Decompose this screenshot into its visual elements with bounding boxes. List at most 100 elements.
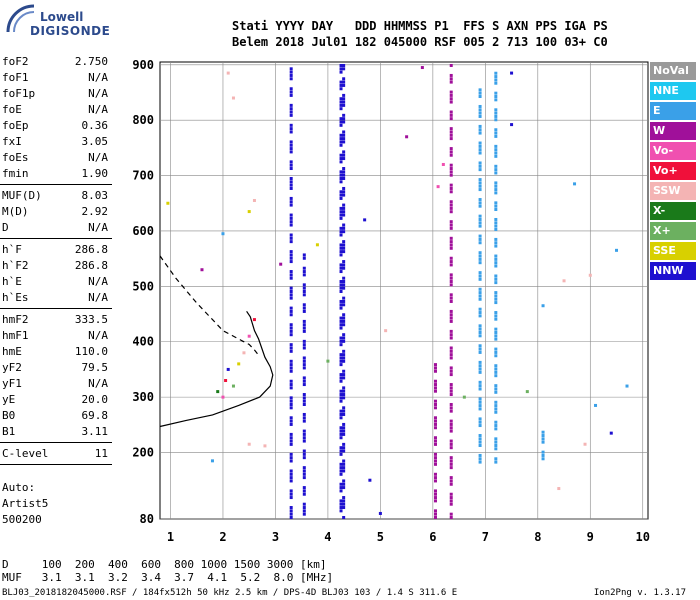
echo-trace	[302, 399, 306, 403]
param-value: N/A	[88, 87, 108, 100]
echo-trace	[339, 429, 343, 433]
echo-point	[609, 431, 613, 435]
echo-trace	[541, 440, 545, 444]
echo-trace	[342, 389, 346, 393]
echo-trace	[478, 407, 482, 411]
param-value: 69.8	[81, 409, 109, 422]
echo-trace	[289, 236, 293, 240]
echo-trace	[339, 396, 343, 400]
echo-trace	[478, 128, 482, 132]
echo-trace	[339, 230, 343, 234]
param-value: 333.5	[74, 313, 108, 326]
echo-trace	[494, 227, 498, 231]
echo-trace	[342, 396, 346, 400]
echo-trace	[494, 108, 498, 112]
echo-trace	[339, 289, 343, 293]
echo-trace	[433, 499, 437, 503]
echo-trace	[478, 214, 482, 218]
auto-label: Auto:	[2, 481, 36, 494]
echo-trace	[339, 250, 343, 254]
echo-trace	[494, 134, 498, 138]
echo-trace	[289, 333, 293, 337]
echo-trace	[494, 447, 498, 451]
echo-trace	[289, 472, 293, 476]
y-tick-label: 80	[140, 512, 154, 526]
echo-trace	[339, 153, 343, 157]
echo-trace	[339, 509, 343, 513]
echo-trace	[342, 336, 346, 340]
echo-trace	[478, 384, 482, 388]
echo-trace	[339, 303, 343, 307]
echo-trace	[494, 154, 498, 158]
param-row: hmE 110.0	[0, 344, 112, 360]
echo-trace	[342, 157, 346, 161]
echo-trace	[494, 168, 498, 172]
param-name: foEs	[2, 151, 29, 164]
y-tick-label: 300	[132, 390, 154, 404]
echo-trace	[342, 353, 346, 357]
echo-trace	[478, 277, 482, 281]
echo-trace	[302, 363, 306, 367]
echo-trace	[478, 164, 482, 168]
echo-trace	[433, 479, 437, 483]
echo-trace	[289, 289, 293, 293]
echo-trace	[342, 516, 346, 519]
echo-trace	[494, 281, 498, 285]
digisonde-logo: Lowell DIGISONDE	[0, 0, 120, 44]
echo-trace	[339, 160, 343, 164]
param-row: fmin 1.90	[0, 166, 112, 182]
echo-trace	[449, 406, 453, 410]
echo-trace	[342, 469, 346, 473]
echo-trace	[289, 203, 293, 207]
legend-item-ssw: SSW	[650, 182, 696, 200]
echo-trace	[302, 329, 306, 333]
echo-trace	[449, 512, 453, 516]
param-value: 8.03	[81, 189, 109, 202]
param-value: N/A	[88, 377, 108, 390]
echo-trace	[494, 301, 498, 305]
echo-trace	[289, 147, 293, 151]
muf-table: D 100 200 400 600 800 1000 1500 3000 [km…	[2, 558, 333, 584]
param-name: hmF2	[2, 313, 29, 326]
echo-trace	[494, 297, 498, 301]
echo-trace	[494, 78, 498, 82]
echo-trace	[302, 486, 306, 490]
echo-trace	[494, 420, 498, 424]
echo-trace	[289, 270, 293, 274]
echo-trace	[339, 316, 343, 320]
echo-trace	[449, 203, 453, 207]
echo-trace	[342, 117, 346, 121]
echo-trace	[302, 366, 306, 370]
x-tick-label: 7	[482, 530, 489, 544]
echo-trace	[339, 482, 343, 486]
echo-trace	[339, 426, 343, 430]
echo-trace	[289, 492, 293, 496]
param-row: hmF1 N/A	[0, 328, 112, 344]
echo-trace	[478, 251, 482, 255]
echo-trace	[342, 479, 346, 483]
legend-item-noval: NoVal	[650, 62, 696, 80]
echo-trace	[433, 512, 437, 516]
echo-trace	[478, 198, 482, 202]
echo-trace	[478, 95, 482, 99]
echo-trace	[339, 137, 343, 141]
echo-trace	[289, 140, 293, 144]
echo-trace	[289, 276, 293, 280]
echo-trace	[449, 283, 453, 287]
echo-trace	[342, 323, 346, 327]
param-value: 2.750	[74, 55, 108, 68]
echo-trace	[494, 131, 498, 135]
echo-trace	[302, 439, 306, 443]
echo-trace	[339, 253, 343, 257]
echo-trace	[339, 100, 343, 104]
echo-trace	[478, 257, 482, 261]
echo-trace	[289, 220, 293, 224]
param-value: 0.36	[81, 119, 109, 132]
echo-trace	[449, 167, 453, 171]
echo-trace	[449, 462, 453, 466]
echo-trace	[449, 499, 453, 503]
echo-trace	[494, 217, 498, 221]
echo-trace	[494, 264, 498, 268]
echo-trace	[342, 499, 346, 503]
echo-trace	[478, 294, 482, 298]
